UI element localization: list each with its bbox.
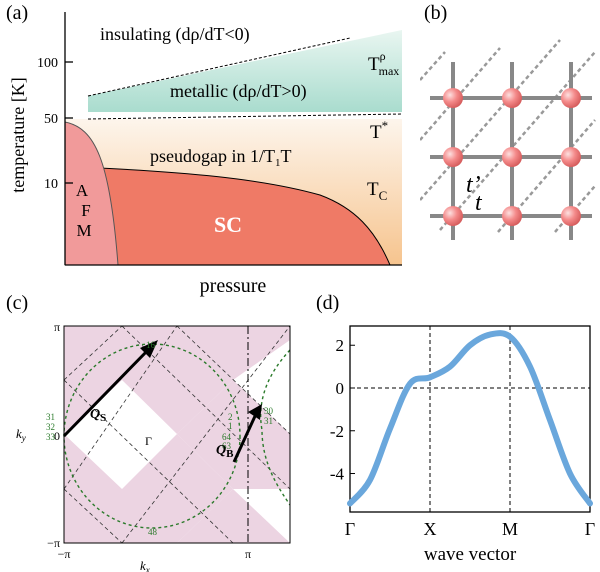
lattice-atom [561, 206, 581, 226]
ytick-100: 100 [37, 56, 58, 71]
x-axis-label-kx: kx [140, 558, 150, 572]
ytick-label: -2 [330, 422, 344, 441]
hopping-nnn-label: t’ [466, 172, 481, 198]
ytick-50: 50 [44, 112, 58, 127]
qb-label: QB [216, 443, 234, 460]
point-label: 63 [222, 441, 232, 451]
point-label: 31 [46, 412, 55, 422]
tmax-label: Tρ max [368, 49, 399, 78]
ytick-label: 2 [336, 336, 345, 355]
point-label: 1 [228, 421, 233, 431]
band-structure-plot: 2 0 -2 -4 Γ X M Γ wave vector [330, 325, 595, 565]
lattice-atom [561, 147, 581, 167]
metallic-region [88, 30, 402, 112]
qs-label: QS [90, 407, 106, 424]
ytick-label: -4 [330, 465, 345, 484]
gamma-label: Γ [145, 434, 152, 448]
lattice-atom [502, 88, 522, 108]
afm-label-m: M [76, 221, 91, 240]
point-label: 64 [222, 432, 232, 442]
xtick-pi: π [245, 547, 251, 561]
y-axis-label-ky: ky [16, 426, 26, 443]
lattice-atom [502, 206, 522, 226]
x-axis-label: wave vector [424, 544, 517, 565]
lattice-atom [443, 147, 463, 167]
hopping-nn-label: t [475, 190, 483, 216]
lattice-atom [502, 147, 522, 167]
xtick-label: Γ [345, 519, 355, 539]
tstar-line [87, 113, 403, 120]
point-label: 2 [228, 412, 233, 422]
insulating-label: insulating (dρ/dT<0) [100, 24, 250, 45]
point-label: 30 [264, 406, 274, 416]
lattice-diagram: t’ t [420, 39, 596, 240]
sc-region [99, 167, 391, 266]
pseudogap-label: pseudogap in 1/T1T [150, 146, 291, 169]
x-axis-label: pressure [200, 275, 267, 297]
xtick-label: Γ [585, 519, 595, 539]
ytick-zero: 0 [54, 429, 60, 443]
point-label: 33 [46, 432, 56, 442]
tstar-label: T* [370, 118, 388, 143]
ytick-label: 0 [336, 379, 345, 398]
lattice-atom [561, 88, 581, 108]
xtick-minus-pi: −π [58, 547, 71, 561]
panel-c-label: (c) [6, 292, 29, 314]
lattice-atom [443, 206, 463, 226]
afm-label-f: F [81, 201, 90, 220]
panel-a-label: (a) [6, 2, 29, 24]
xtick-label: X [424, 519, 437, 539]
point-label: 48 [148, 527, 158, 537]
panel-d-label: (d) [316, 292, 340, 314]
lattice-atom [443, 88, 463, 108]
ytick-10: 10 [44, 177, 58, 192]
xtick-label: M [502, 519, 518, 539]
ytick-minus-pi: −π [47, 536, 60, 550]
afm-region [64, 121, 119, 266]
tc-label: TC [367, 179, 387, 203]
point-label: 31 [264, 416, 273, 426]
afm-label-a: A [76, 181, 89, 200]
sc-label: SC [214, 212, 242, 237]
fermi-surface-plot: 16 31 32 33 2 1 64 63 48 30 31 QS QB Γ π… [16, 320, 291, 572]
point-label: 16 [146, 340, 156, 350]
fermi-contour-outer [259, 349, 291, 506]
metallic-label: metallic (dρ/dT>0) [170, 81, 307, 102]
band-curve [347, 330, 593, 507]
y-axis-label: temperature [K] [8, 77, 28, 192]
ytick-pi: π [54, 320, 60, 334]
phase-diagram: 100 50 10 temperature [K] pressure insul… [8, 12, 403, 297]
point-label: 32 [46, 422, 55, 432]
panel-b-label: (b) [424, 2, 448, 24]
